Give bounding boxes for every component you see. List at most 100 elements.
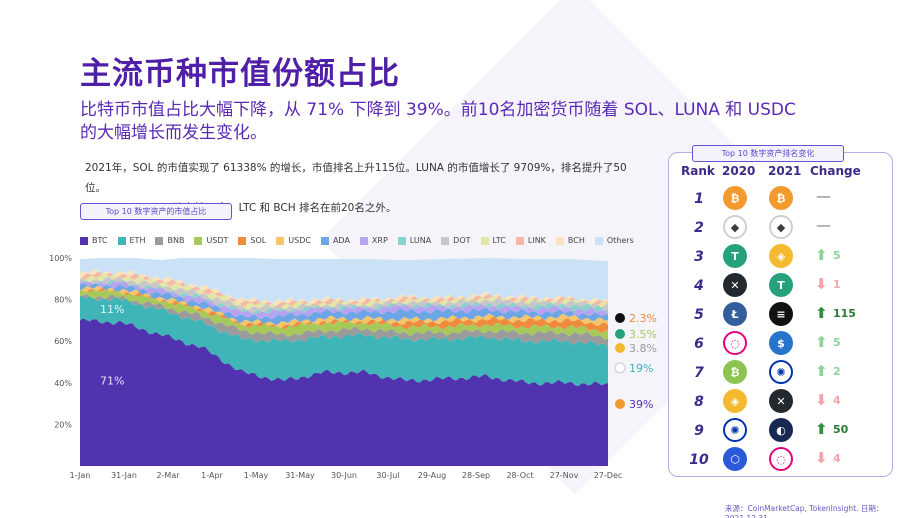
legend-label: BTC bbox=[92, 236, 108, 245]
end-coin-btc-icon bbox=[615, 399, 625, 409]
x-tick-label: 2-Mar bbox=[156, 471, 180, 480]
area-series-others bbox=[80, 258, 608, 304]
arrow-down-icon: ⬇ bbox=[815, 449, 828, 467]
rank-change-value: 2 bbox=[833, 365, 841, 378]
legend-label: BNB bbox=[167, 236, 185, 245]
xrp-coin-icon: ✕ bbox=[769, 389, 793, 413]
legend-label: LINK bbox=[527, 236, 546, 245]
x-tick-label: 30-Jul bbox=[376, 471, 399, 480]
rank-row: 2 ◆ ◆ — bbox=[668, 214, 893, 243]
legend-item-ada: ADA bbox=[320, 236, 350, 245]
sol-coin-icon: ≡ bbox=[769, 302, 793, 326]
chart-legend: BTC ETH BNB USDT SOL USDC ADA XRP LUNA DOT LTC LINK… bbox=[80, 236, 644, 245]
x-tick-label: 31-Jan bbox=[111, 471, 137, 480]
x-tick-label: 31-May bbox=[285, 471, 315, 480]
arrow-up-icon: ⬆ bbox=[815, 420, 828, 438]
rank-header: Rank bbox=[681, 164, 715, 178]
rank-row: 7 ₿ ✺ ⬆ 2 bbox=[668, 359, 893, 388]
legend-label: LUNA bbox=[409, 236, 432, 245]
legend-swatch bbox=[194, 236, 203, 245]
legend-swatch bbox=[515, 236, 524, 245]
y-tick-label: 60% bbox=[54, 337, 72, 346]
bnb-coin-icon: ◈ bbox=[723, 389, 747, 413]
arrow-up-icon: ⬆ bbox=[815, 304, 828, 322]
x-tick-label: 27-Dec bbox=[594, 471, 623, 480]
rank-number: 1 bbox=[694, 191, 704, 207]
end-value-label: 2.3% bbox=[629, 312, 657, 325]
x-tick-label: 28-Oct bbox=[506, 471, 533, 480]
xrp-coin-icon: ✕ bbox=[723, 273, 747, 297]
legend-swatch bbox=[80, 236, 88, 245]
end-coin-sol-icon bbox=[615, 313, 625, 323]
legend-swatch bbox=[397, 236, 406, 245]
legend-swatch bbox=[594, 236, 603, 245]
btc-coin-icon: ₿ bbox=[769, 186, 793, 210]
end-value-label: 19% bbox=[629, 362, 653, 375]
rank-row: 8 ◈ ✕ ⬇ 4 bbox=[668, 388, 893, 417]
link-coin-icon: ⬡ bbox=[723, 447, 747, 471]
annotation-label: 11% bbox=[100, 303, 124, 316]
rank-number: 4 bbox=[694, 278, 704, 294]
page-title: 主流币种市值份额占比 bbox=[80, 56, 400, 92]
end-coin-usdt-icon bbox=[615, 329, 625, 339]
rank-row: 5 Ł ≡ ⬆ 115 bbox=[668, 301, 893, 330]
legend-item-usdt: USDT bbox=[194, 236, 228, 245]
end-coin-bnb-icon bbox=[615, 343, 625, 353]
rank-change-value: 1 bbox=[833, 278, 841, 291]
legend-item-xrp: XRP bbox=[359, 236, 388, 245]
legend-swatch bbox=[441, 236, 450, 245]
end-value-label: 3.5% bbox=[629, 328, 657, 341]
legend-item-others: Others bbox=[594, 236, 634, 245]
rank-number: 2 bbox=[694, 220, 704, 236]
ada-coin-icon: ✺ bbox=[723, 418, 747, 442]
arrow-up-icon: ⬆ bbox=[815, 246, 828, 264]
year-2020-header: 2020 bbox=[722, 164, 756, 178]
y-tick-label: 20% bbox=[54, 420, 72, 429]
area-series-bnb bbox=[80, 293, 608, 348]
rank-number: 10 bbox=[689, 452, 709, 468]
ada-coin-icon: ✺ bbox=[769, 360, 793, 384]
legend-item-usdc: USDC bbox=[276, 236, 311, 245]
legend-label: ADA bbox=[332, 236, 350, 245]
description-line-1: 2021年，SOL 的市值实现了 61338% 的增长，市值排名上升115位。L… bbox=[85, 162, 627, 194]
x-tick-label: 1-Apr bbox=[201, 471, 223, 480]
rank-number: 7 bbox=[694, 365, 704, 381]
legend-item-ltc: LTC bbox=[480, 236, 506, 245]
rank-row: 1 ₿ ₿ — bbox=[668, 185, 893, 214]
legend-label: BCH bbox=[567, 236, 585, 245]
legend-swatch bbox=[320, 236, 329, 245]
eth-coin-icon: ◆ bbox=[769, 215, 793, 239]
year-2021-header: 2021 bbox=[768, 164, 802, 178]
bch-coin-icon: ₿ bbox=[723, 360, 747, 384]
arrow-up-icon: ⬆ bbox=[815, 362, 828, 380]
y-tick-label: 40% bbox=[54, 379, 72, 388]
rank-number: 8 bbox=[694, 394, 704, 410]
area-series-link bbox=[80, 271, 608, 308]
annotation-label: 71% bbox=[100, 375, 124, 388]
end-value-label: 39% bbox=[629, 398, 653, 411]
end-coin-eth-icon bbox=[614, 362, 626, 374]
rank-number: 9 bbox=[694, 423, 704, 439]
legend-label: USDC bbox=[288, 236, 311, 245]
chart-tag-label: Top 10 数字资产的市值占比 bbox=[80, 203, 232, 220]
rank-row: 4 ✕ T ⬇ 1 bbox=[668, 272, 893, 301]
y-tick-label: 80% bbox=[54, 296, 72, 305]
dot-coin-icon: ◌ bbox=[723, 331, 747, 355]
x-tick-label: 1-Jan bbox=[70, 471, 91, 480]
arrow-up-icon: ⬆ bbox=[815, 333, 828, 351]
legend-swatch bbox=[480, 236, 489, 245]
ltc-coin-icon: Ł bbox=[723, 302, 747, 326]
rank-number: 3 bbox=[694, 249, 704, 265]
rank-row: 9 ✺ ◐ ⬆ 50 bbox=[668, 417, 893, 446]
area-series-usdt bbox=[80, 287, 608, 340]
page-subtitle: 比特币市值占比大幅下降，从 71% 下降到 39%。前10名加密货币随着 SOL… bbox=[80, 100, 796, 143]
legend-item-dot: DOT bbox=[441, 236, 471, 245]
area-series-ada bbox=[80, 283, 608, 325]
rank-change-value: 4 bbox=[833, 452, 841, 465]
area-series-btc bbox=[80, 318, 608, 466]
usdt-coin-icon: T bbox=[769, 273, 793, 297]
rank-change-value: 4 bbox=[833, 394, 841, 407]
legend-swatch bbox=[276, 236, 285, 245]
source-note: 来源：CoinMarketCap, TokenInsight. 日期：2021.… bbox=[725, 504, 884, 518]
legend-swatch bbox=[359, 236, 368, 245]
